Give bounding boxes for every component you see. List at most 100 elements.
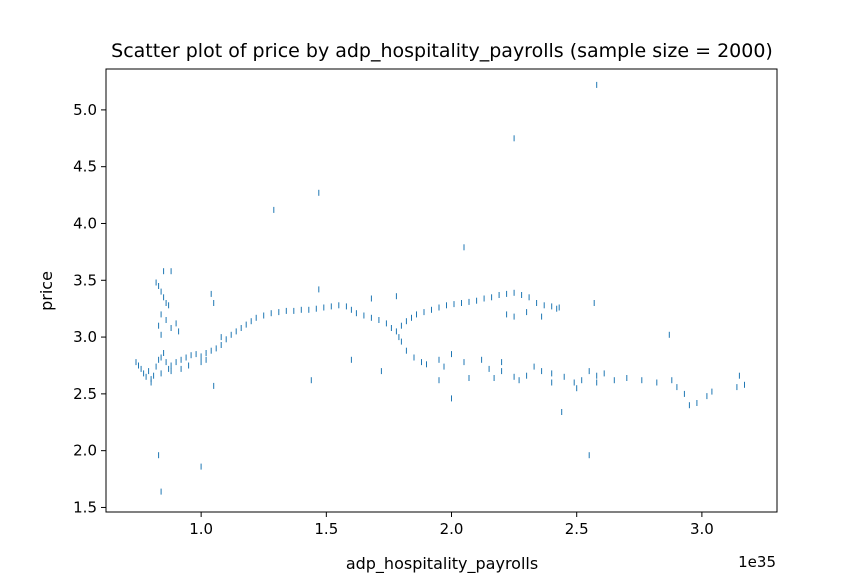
data-point <box>744 381 745 388</box>
data-point <box>533 363 535 370</box>
data-point <box>390 325 392 331</box>
data-point <box>235 328 237 335</box>
data-point <box>438 377 440 384</box>
data-point <box>558 304 560 311</box>
data-point <box>165 359 167 366</box>
data-point <box>696 400 698 406</box>
data-point <box>668 331 670 338</box>
y-axis-label: price <box>37 271 56 311</box>
data-point <box>168 302 170 309</box>
data-point <box>463 244 465 251</box>
data-point <box>270 310 272 317</box>
y-axis: 1.5 2.0 2.5 3.0 3.5 4.0 4.5 5.0 <box>73 101 106 516</box>
data-point <box>513 289 515 296</box>
data-point <box>315 305 317 312</box>
data-point <box>513 135 515 142</box>
data-point <box>225 336 227 343</box>
x-axis-offset-label: 1e35 <box>738 553 776 571</box>
data-point <box>551 303 553 310</box>
data-point <box>213 300 215 306</box>
data-point <box>491 294 493 301</box>
data-point <box>626 375 628 381</box>
data-point <box>140 365 142 372</box>
data-point <box>195 351 197 358</box>
data-point <box>581 377 583 384</box>
data-point <box>596 372 598 379</box>
data-point <box>355 310 357 317</box>
data-point <box>476 297 478 304</box>
chart-title: Scatter plot of price by adp_hospitality… <box>111 40 773 62</box>
data-point <box>165 317 167 323</box>
data-point <box>363 312 365 319</box>
y-tick-label: 1.5 <box>73 498 97 516</box>
data-point <box>481 356 483 363</box>
data-point <box>145 373 147 380</box>
data-point <box>158 356 160 363</box>
data-point <box>170 362 172 369</box>
data-point <box>210 347 212 354</box>
data-point <box>588 368 590 375</box>
y-tick-label: 3.0 <box>73 328 97 346</box>
data-point <box>736 384 738 391</box>
data-point <box>413 354 415 361</box>
data-point <box>158 322 160 329</box>
data-point <box>135 359 137 366</box>
data-point <box>350 306 352 313</box>
data-point <box>423 309 425 316</box>
data-point <box>688 402 690 409</box>
data-point <box>453 301 455 308</box>
data-point <box>310 377 312 384</box>
data-point <box>165 300 167 306</box>
data-point <box>738 372 740 379</box>
data-point <box>536 300 538 306</box>
data-point <box>220 334 222 341</box>
axes-frame <box>105 68 778 513</box>
data-point <box>421 359 422 366</box>
y-tick-label: 5.0 <box>73 101 97 119</box>
data-point <box>370 314 372 321</box>
data-point <box>561 409 563 415</box>
data-point <box>170 268 172 275</box>
data-point <box>541 313 543 320</box>
data-point <box>175 320 177 327</box>
data-point <box>411 314 412 321</box>
data-point <box>170 368 172 375</box>
data-point <box>603 370 605 377</box>
data-point <box>501 368 503 375</box>
data-point <box>563 373 565 380</box>
data-point <box>318 286 320 293</box>
data-point <box>683 390 685 397</box>
data-point <box>483 295 485 302</box>
data-point <box>308 306 310 313</box>
data-point <box>370 295 372 302</box>
data-point <box>506 311 508 318</box>
data-point <box>163 294 165 301</box>
data-point <box>556 305 558 312</box>
data-point <box>160 311 162 318</box>
data-point <box>443 363 445 370</box>
data-point <box>158 283 160 289</box>
data-point <box>451 351 452 358</box>
data-point <box>338 302 340 309</box>
data-point <box>185 354 187 361</box>
data-point <box>278 309 280 316</box>
data-point <box>501 359 503 366</box>
data-point <box>160 370 162 377</box>
data-point <box>163 350 165 356</box>
data-point <box>205 356 207 363</box>
data-point <box>205 350 207 356</box>
data-point <box>200 359 202 366</box>
data-point <box>596 81 598 88</box>
data-point <box>493 375 495 381</box>
data-point <box>155 363 157 370</box>
data-point <box>175 359 177 366</box>
data-point <box>596 379 598 386</box>
data-point <box>395 293 397 300</box>
data-point <box>160 488 162 495</box>
data-point <box>158 452 160 459</box>
x-tick-label: 1.0 <box>189 520 213 538</box>
data-point <box>506 290 508 297</box>
data-point <box>143 370 145 377</box>
